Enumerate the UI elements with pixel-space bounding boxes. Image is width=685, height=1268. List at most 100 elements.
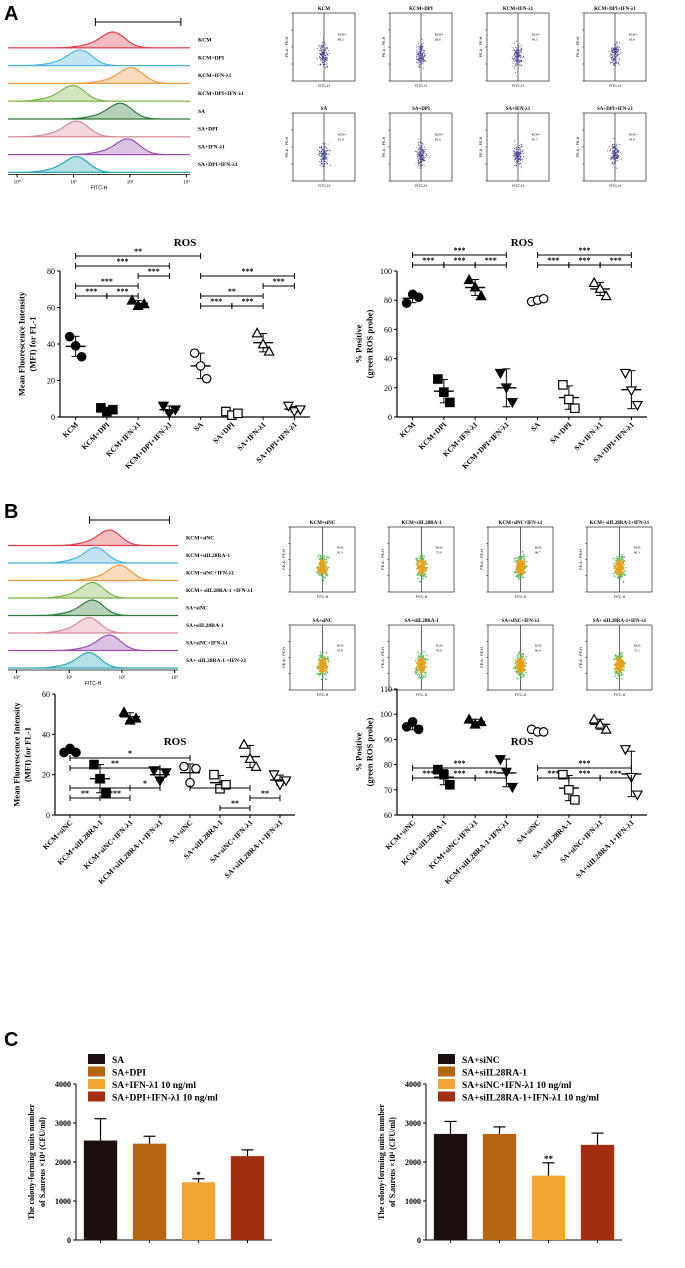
flow-event: [421, 57, 423, 59]
flow-event: [517, 54, 519, 56]
flow-event: [325, 651, 328, 654]
flow-event: [323, 144, 325, 145]
flow-event: [612, 52, 614, 54]
significance-label: ***: [117, 257, 129, 266]
flow-event: [415, 673, 417, 675]
flow-event: [616, 49, 617, 51]
flow-event: [619, 49, 621, 50]
flow-event: [513, 557, 516, 560]
flow-event: [426, 566, 429, 568]
flow-event: [516, 53, 518, 54]
flow-event: [615, 156, 617, 158]
flow-event: [522, 674, 525, 676]
flow-event: [621, 571, 624, 574]
flow-event: [416, 574, 419, 576]
flow-event: [614, 49, 616, 51]
flow-event: [421, 159, 422, 161]
data-point-triangle-down: [494, 368, 507, 380]
flow-event: [325, 573, 328, 576]
flow-event: [521, 653, 523, 656]
flow-event: [325, 157, 327, 159]
flow-event: [519, 161, 521, 163]
flow-event: [320, 54, 322, 55]
flow-event: [421, 157, 423, 159]
flow-event: [420, 665, 422, 667]
flow-event: [322, 56, 324, 58]
data-point-triangle-down: [154, 776, 166, 787]
flow-event: [615, 147, 617, 149]
flow-event: [517, 557, 519, 559]
flow-event: [520, 655, 523, 657]
flow-event: [418, 669, 420, 671]
flow-event: [612, 151, 614, 153]
flow-event: [618, 143, 620, 145]
y-tick-label: 40: [42, 730, 50, 739]
flow-event: [520, 158, 522, 160]
flow-event: [609, 62, 611, 64]
flow-event: [611, 49, 613, 51]
flow-event: [324, 149, 326, 151]
flow-event: [518, 653, 520, 656]
data-point-triangle-up: [469, 281, 481, 292]
data-point-triangle-up: [588, 276, 600, 288]
flow-event: [325, 48, 327, 50]
flow-event: [417, 48, 419, 50]
flow-event: [608, 146, 610, 148]
flow-event: [619, 653, 622, 655]
gate-label: 70.6: [436, 648, 442, 652]
flow-event: [326, 47, 328, 48]
flow-event: [319, 57, 321, 59]
flow-event: [613, 58, 615, 59]
legend-label: SA+siNC: [462, 1056, 500, 1066]
data-point-square: [108, 404, 118, 415]
flow-event: [614, 43, 616, 45]
flow-event: [517, 569, 519, 572]
data-point-circle: [179, 761, 189, 772]
flow-event: [416, 662, 418, 665]
flow-event: [415, 151, 417, 153]
flow-event: [513, 49, 515, 51]
x-tick-label: SA+siIL28RA-1+IFN-λ1: [574, 818, 636, 880]
flow-event: [321, 57, 323, 59]
flow-event: [324, 565, 327, 568]
flow-event: [512, 50, 514, 52]
gate-label: 80.3: [634, 550, 640, 554]
flow-event: [521, 559, 523, 562]
flow-event: [517, 150, 519, 152]
flow-event: [423, 160, 425, 161]
flow-event: [423, 666, 425, 668]
flow-event: [323, 166, 325, 167]
flow-event: [325, 57, 327, 59]
flow-event: [613, 568, 616, 570]
flow-event: [618, 570, 620, 572]
flow-event: [421, 673, 423, 676]
flow-event: [516, 153, 517, 155]
flow-event: [512, 62, 514, 64]
flow-event: [517, 559, 520, 561]
flow-event: [513, 152, 515, 154]
flow-event: [613, 149, 615, 151]
x-tick-label: SA+siIL28RA-1+IFN-λ1: [223, 818, 285, 880]
flow-event: [420, 141, 422, 143]
flow-event: [624, 662, 626, 665]
y-axis-label: Mean Fluorescence Intensity: [17, 291, 27, 396]
flow-event: [325, 678, 327, 680]
flow-event: [326, 59, 328, 61]
data-point-square: [564, 784, 574, 795]
flow-event: [522, 555, 524, 558]
flow-event: [516, 146, 518, 148]
flow-event: [420, 63, 422, 65]
flow-event: [324, 151, 326, 153]
flow-event: [520, 670, 523, 673]
flow-event: [323, 669, 326, 672]
scatter-x-label: FITC-H: [515, 595, 527, 599]
flow-event: [520, 64, 522, 66]
flow-event: [614, 65, 616, 66]
flow-event: [615, 51, 617, 53]
chart-c-left: 0 1000 2000 3000 4000 The colony-forming unit…: [27, 1054, 272, 1245]
gate-label: 96.5: [532, 37, 538, 41]
flow-event: [611, 55, 613, 57]
y-tick-label: 20: [47, 377, 55, 386]
flow-event: [607, 150, 608, 152]
flow-event: [422, 659, 424, 661]
